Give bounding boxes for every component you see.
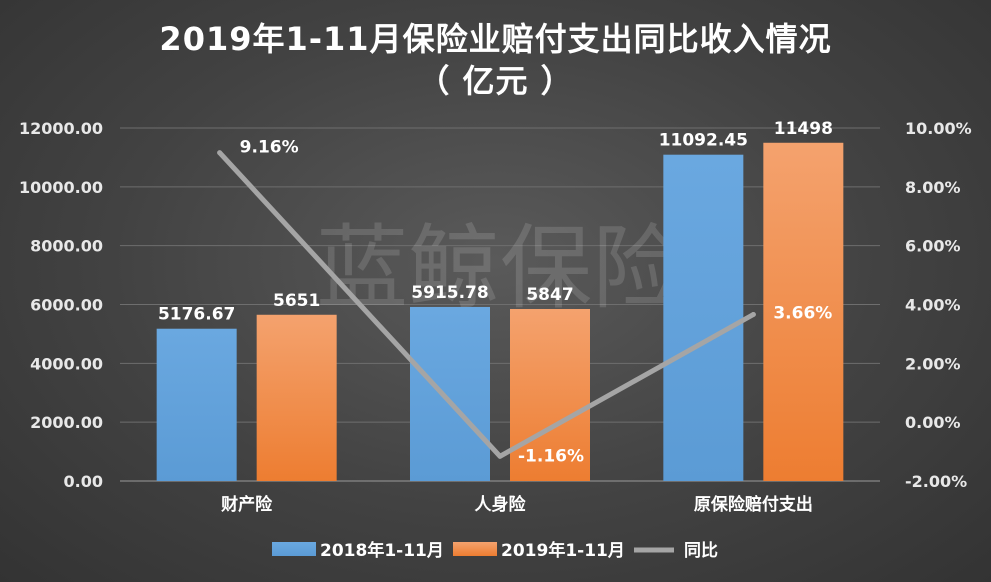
line-data-label: 3.66% [773, 304, 832, 324]
y2-tick-label: -2.00% [905, 472, 967, 491]
bar-data-label: 5176.67 [158, 305, 235, 325]
bar-data-label: 5915.78 [411, 283, 488, 303]
x-category-label: 原保险赔付支出 [694, 494, 813, 515]
y2-tick-label: 4.00% [905, 296, 961, 315]
bar [510, 309, 590, 481]
x-category-label: 财产险 [220, 494, 273, 515]
bar [663, 154, 744, 482]
y-tick-label: 6000.00 [30, 296, 103, 315]
bar-data-label: 11498 [774, 119, 833, 139]
y-tick-label: 2000.00 [30, 413, 103, 432]
bar-data-label: 5651 [273, 291, 320, 311]
y-tick-label: 0.00 [64, 472, 103, 491]
y2-tick-label: 6.00% [905, 237, 961, 256]
x-category-label: 人身险 [475, 494, 527, 515]
bar [410, 306, 490, 481]
y-tick-label: 8000.00 [30, 237, 103, 256]
bar [256, 314, 337, 481]
bar [763, 142, 844, 482]
line-point [497, 453, 503, 459]
legend-label: 2019年1-11月 [501, 540, 625, 561]
legend-label: 2018年1-11月 [320, 540, 444, 561]
line-point [750, 312, 756, 318]
line-point [217, 150, 223, 156]
bar [156, 328, 237, 481]
legend-swatch [272, 542, 316, 556]
line-data-label: -1.16% [518, 446, 584, 466]
legend-swatch [453, 542, 497, 556]
y2-tick-label: 8.00% [905, 178, 961, 197]
chart-subtitle: （ 亿元 ） [417, 62, 574, 100]
y-tick-label: 12000.00 [19, 119, 103, 138]
line-data-label: 9.16% [240, 138, 299, 158]
y2-tick-label: 0.00% [905, 413, 961, 432]
watermark-text: 蓝鲸保险 [316, 215, 684, 322]
y-tick-label: 4000.00 [30, 354, 103, 373]
bar-data-label: 11092.45 [659, 131, 748, 151]
bar-data-label: 5847 [526, 285, 573, 305]
legend-label: 同比 [684, 540, 718, 561]
chart-title: 2019年1-11月保险业赔付支出同比收入情况 [159, 20, 832, 58]
y2-tick-label: 10.00% [905, 119, 972, 138]
y2-tick-label: 2.00% [905, 354, 961, 373]
y-tick-label: 10000.00 [19, 178, 103, 197]
